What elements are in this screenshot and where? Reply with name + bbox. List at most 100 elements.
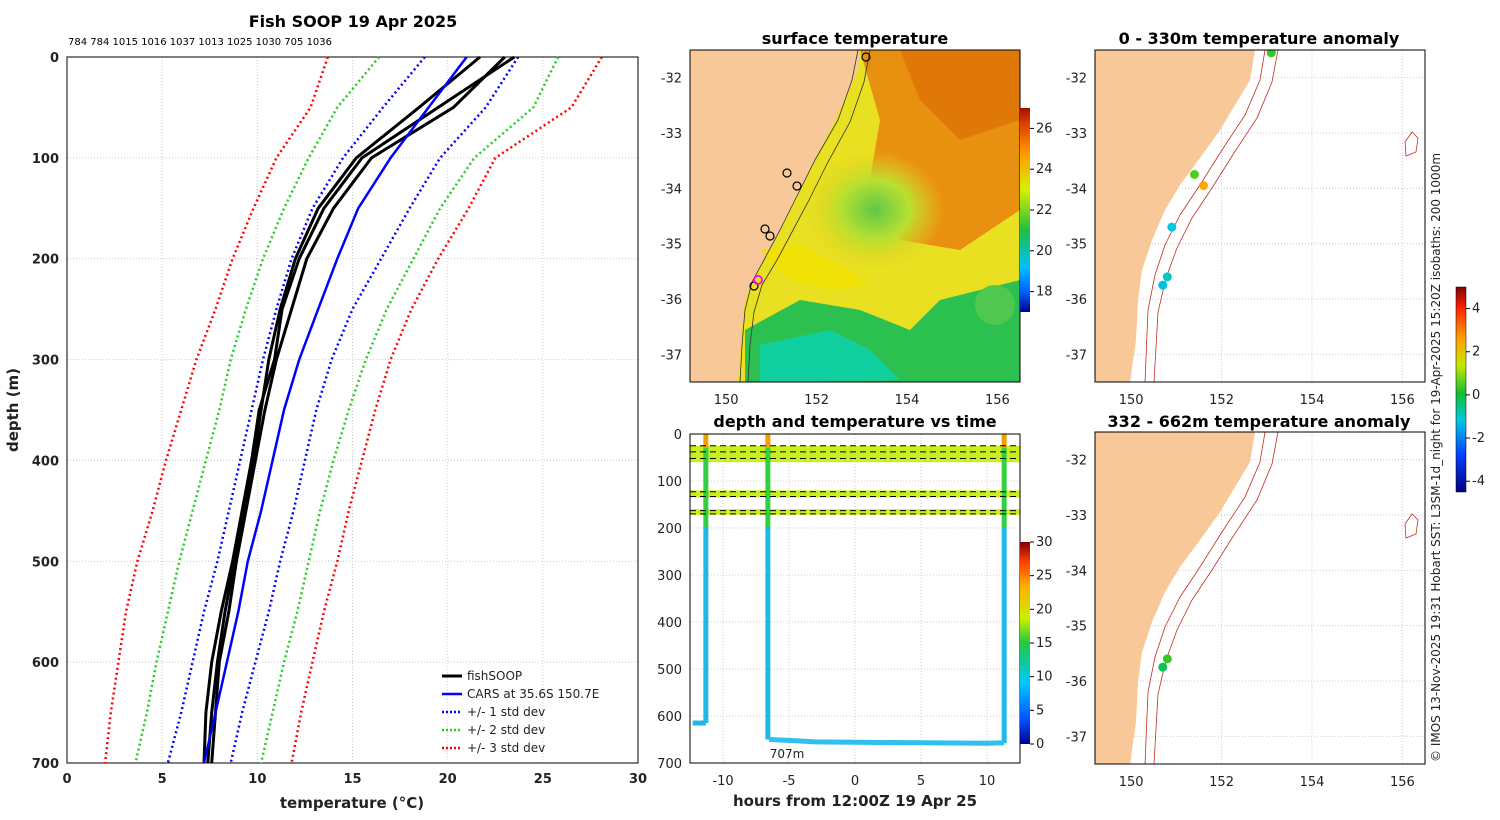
depth-time-panel: depth and temperature vs time -10 -5 0 5 10 … [657,412,1052,810]
anomaly-shallow-x-tick-152: 152 [1209,393,1234,408]
dt-band-2 [690,509,1020,515]
sst-eddy [805,150,945,270]
sst-y-tick-35: -35 [661,238,682,253]
sst-map-field [690,50,1020,382]
profile-legend: fishSOOP CARS at 35.6S 150.7E +/- 1 std … [442,669,599,755]
anomaly-colorbar [1455,286,1467,493]
anomaly-deep-y-tick-32: -32 [1066,454,1087,469]
anomaly-shallow-point-0 [1266,50,1276,58]
sst-south-eddy [975,285,1015,325]
depth-time-y-tick-400: 400 [657,616,682,631]
sst-southern-water [760,330,900,382]
profile-series--1-std [166,56,426,764]
anomaly-deep-point-1 [1158,662,1168,672]
anomaly-deep-x-tick-156: 156 [1390,775,1415,790]
profile-y-tick-0: 0 [50,51,59,66]
anomaly-shallow-point-5 [1158,280,1168,290]
sst-colorbar-ticks: 26 24 22 20 18 [1030,121,1053,300]
profile-y-tick-200: 200 [32,253,59,268]
sst-y-tick-33: -33 [661,127,682,142]
profile-x-tick-15: 15 [343,772,361,787]
depth-time-colorbar-ticks: 30 25 20 15 10 5 0 [1030,535,1053,752]
depth-time-y-tick-300: 300 [657,569,682,584]
sst-station-current [753,275,763,285]
anomaly-shallow-point-4 [1162,272,1172,282]
profile-y-tick-400: 400 [32,454,59,469]
profile-y-tick-700: 700 [32,757,59,772]
profile-series-fishsoop-3 [210,55,506,764]
anomaly-cb-tick-0: 0 [1472,388,1480,403]
depth-time-y-tick-100: 100 [657,475,682,490]
sst-station-4 [760,224,770,234]
sst-isobath-1000 [747,50,871,382]
profile-x-tick-30: 30 [629,772,647,787]
profile-series--3-std [103,56,329,764]
profile-series--2-std [259,56,560,764]
anomaly-deep-panel: 332 - 662m temperature anomaly 150 152 154… [1066,412,1426,790]
anomaly-shallow-y-tick-34: -34 [1066,182,1087,197]
sst-y-tick-36: -36 [661,293,682,308]
sst-x-tick-150: 150 [714,393,739,408]
sst-warm-core [900,50,1020,140]
profile-x-tick-5: 5 [158,772,167,787]
anomaly-shallow-title: 0 - 330m temperature anomaly [1119,29,1400,48]
anomaly-deep-isobath-1000 [1153,432,1279,764]
sst-cb-tick-20: 20 [1036,244,1053,259]
sst-station-5 [765,231,775,241]
depth-time-x-tick--10: -10 [712,774,733,789]
anomaly-shallow-y-tick-37: -37 [1066,348,1087,363]
profile-series-fishsoop-2 [202,55,516,764]
profile-series-fishsoop-1 [206,55,481,764]
profile-x-tick-20: 20 [439,772,457,787]
anomaly-shallow-x-ticks: 150 152 154 156 [1119,393,1415,408]
depth-time-x-label: hours from 12:00Z 19 Apr 25 [733,792,977,810]
profile-y-ticks: 0 100 200 300 400 500 600 700 [32,51,59,772]
anomaly-shallow-seamount [1404,131,1419,157]
depth-time-colorbar [1020,542,1030,744]
anomaly-colorbar-ticks: 4 2 0 -2 -4 [1466,302,1485,489]
depth-time-y-tick-700: 700 [657,757,682,772]
sst-cb-tick-18: 18 [1036,285,1053,300]
anomaly-deep-points [1158,654,1172,672]
anomaly-shallow-x-tick-150: 150 [1119,393,1144,408]
sst-colorbar [1020,108,1030,312]
credit-text: © IMOS 13-Nov-2025 19:31 Hobart SST: L3S… [1429,153,1443,762]
sst-map-title: surface temperature [762,29,949,48]
profile-y-tick-300: 300 [32,354,59,369]
profile-panel: Fish SOOP 19 Apr 2025 784 784 1015 1016 … [4,12,647,812]
sst-x-ticks: 150 152 154 156 [714,393,1010,408]
anomaly-deep-y-tick-37: -37 [1066,730,1087,745]
anomaly-deep-y-tick-33: -33 [1066,509,1087,524]
depth-time-y-tick-600: 600 [657,710,682,725]
anomaly-deep-x-tick-154: 154 [1300,775,1325,790]
profile-series [103,55,603,764]
anomaly-shallow-land [1095,50,1255,382]
anomaly-deep-y-tick-35: -35 [1066,620,1087,635]
profile-x-label: temperature (°C) [280,794,424,812]
anomaly-deep-x-tick-152: 152 [1209,775,1234,790]
sst-cb-tick-22: 22 [1036,203,1053,218]
legend-1std: +/- 1 std dev [467,705,545,719]
anomaly-shallow-panel: 0 - 330m temperature anomaly 150 152 154 15… [1066,29,1426,408]
sst-y-ticks: -32 -33 -34 -35 -36 -37 [661,72,682,364]
sst-y-tick-32: -32 [661,72,682,87]
anomaly-shallow-point-3 [1167,222,1177,232]
profile-x-ticks: 0 5 10 15 20 25 30 [62,772,647,787]
dt-bottom-track [769,737,1005,746]
dt-cb-tick-5: 5 [1036,703,1044,718]
profile-series--3-std [290,56,603,764]
profile-x-tick-0: 0 [62,772,71,787]
anomaly-cb-tick--2: -2 [1472,431,1485,446]
sst-plume [760,245,870,290]
legend-2std: +/- 2 std dev [467,723,545,737]
sst-map-panel: surface temperature 150 152 1 [661,29,1053,408]
sst-station-2 [782,168,792,178]
anomaly-cb-tick-4: 4 [1472,302,1480,317]
legend-cars: CARS at 35.6S 150.7E [467,687,599,701]
anomaly-deep-frame [1094,431,1426,765]
profile-series--1-std [229,56,520,764]
anomaly-deep-title: 332 - 662m temperature anomaly [1108,412,1411,431]
profile-x-tick-25: 25 [534,772,552,787]
profile-y-label: depth (m) [4,368,22,452]
